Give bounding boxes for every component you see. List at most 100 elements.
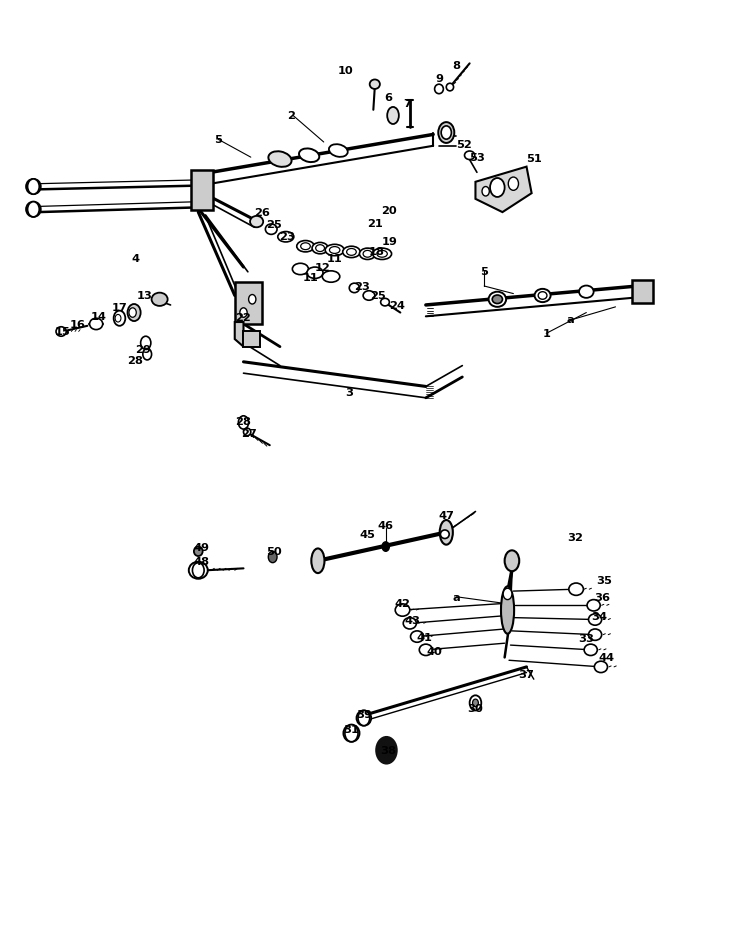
Ellipse shape: [411, 631, 423, 643]
Text: 6: 6: [384, 92, 392, 103]
Ellipse shape: [359, 248, 376, 260]
Text: 46: 46: [378, 520, 394, 530]
Polygon shape: [234, 323, 243, 347]
Ellipse shape: [293, 264, 309, 275]
Ellipse shape: [373, 248, 392, 260]
Circle shape: [28, 180, 39, 195]
Ellipse shape: [194, 547, 203, 557]
Ellipse shape: [395, 605, 410, 617]
Ellipse shape: [26, 203, 40, 218]
Circle shape: [482, 188, 490, 197]
Circle shape: [490, 179, 505, 198]
Circle shape: [114, 311, 126, 327]
Ellipse shape: [363, 291, 375, 301]
Ellipse shape: [446, 84, 453, 91]
Text: 8: 8: [453, 61, 461, 71]
Ellipse shape: [278, 232, 294, 243]
Text: 7: 7: [404, 99, 412, 109]
Text: 11: 11: [303, 272, 318, 282]
Circle shape: [248, 295, 256, 305]
Circle shape: [376, 737, 397, 764]
Text: 28: 28: [128, 355, 143, 366]
Bar: [191, 171, 213, 211]
Text: 3: 3: [345, 387, 354, 398]
Text: 14: 14: [91, 312, 107, 322]
Ellipse shape: [347, 249, 356, 256]
Text: 40: 40: [427, 646, 442, 656]
Text: 12: 12: [315, 263, 330, 273]
Text: 22: 22: [236, 313, 251, 323]
Ellipse shape: [349, 284, 359, 293]
Ellipse shape: [419, 645, 432, 656]
Ellipse shape: [343, 247, 360, 258]
Circle shape: [238, 416, 248, 429]
Text: 38: 38: [380, 745, 396, 756]
Text: 23: 23: [354, 282, 370, 291]
Text: 35: 35: [597, 575, 612, 585]
Circle shape: [470, 696, 481, 711]
Text: 13: 13: [137, 291, 153, 301]
Ellipse shape: [434, 85, 443, 94]
Circle shape: [509, 178, 518, 191]
Text: 27: 27: [242, 428, 257, 439]
Text: a: a: [567, 315, 574, 325]
Text: 28: 28: [235, 416, 251, 426]
Text: 16: 16: [70, 320, 86, 329]
Text: 29: 29: [135, 345, 151, 354]
Text: 11: 11: [327, 253, 343, 264]
Text: 30: 30: [467, 703, 484, 713]
Text: 45: 45: [359, 529, 376, 540]
Bar: [631, 281, 653, 304]
Ellipse shape: [595, 662, 608, 673]
Ellipse shape: [387, 108, 399, 125]
Ellipse shape: [151, 293, 168, 307]
Ellipse shape: [26, 180, 40, 195]
Ellipse shape: [569, 584, 584, 596]
Text: 31: 31: [343, 724, 359, 735]
Ellipse shape: [465, 151, 475, 160]
Ellipse shape: [370, 80, 380, 89]
Circle shape: [268, 552, 277, 563]
Text: 24: 24: [389, 301, 404, 310]
Ellipse shape: [589, 614, 602, 625]
Circle shape: [129, 308, 136, 318]
Text: 1: 1: [542, 329, 551, 339]
Circle shape: [358, 711, 370, 725]
Ellipse shape: [584, 645, 598, 656]
Ellipse shape: [56, 327, 66, 337]
Text: 43: 43: [405, 615, 420, 625]
Text: 2: 2: [287, 111, 295, 121]
Text: 17: 17: [112, 303, 127, 312]
Ellipse shape: [356, 711, 371, 725]
Ellipse shape: [440, 521, 453, 545]
Ellipse shape: [315, 246, 324, 252]
Text: 15: 15: [54, 327, 71, 337]
Ellipse shape: [579, 287, 594, 299]
Text: 19: 19: [381, 236, 398, 247]
Text: 37: 37: [519, 670, 534, 680]
Text: 9: 9: [435, 73, 443, 84]
Text: 41: 41: [417, 632, 432, 642]
Ellipse shape: [538, 292, 547, 300]
Ellipse shape: [268, 152, 292, 168]
Text: 50: 50: [266, 546, 282, 557]
Text: 21: 21: [367, 219, 383, 229]
Text: 47: 47: [438, 511, 454, 521]
Circle shape: [140, 337, 151, 350]
Circle shape: [473, 700, 478, 707]
Ellipse shape: [307, 268, 323, 279]
Text: 5: 5: [480, 267, 488, 277]
Text: 52: 52: [456, 140, 472, 149]
Ellipse shape: [312, 243, 328, 254]
Ellipse shape: [325, 245, 344, 256]
Ellipse shape: [440, 530, 449, 539]
Text: 34: 34: [592, 611, 607, 621]
Circle shape: [382, 543, 390, 552]
Text: 48: 48: [193, 556, 209, 566]
Circle shape: [115, 315, 121, 323]
Ellipse shape: [322, 271, 340, 283]
Circle shape: [503, 588, 512, 600]
Circle shape: [240, 308, 247, 318]
Bar: [243, 332, 259, 347]
Text: 18: 18: [368, 247, 384, 257]
